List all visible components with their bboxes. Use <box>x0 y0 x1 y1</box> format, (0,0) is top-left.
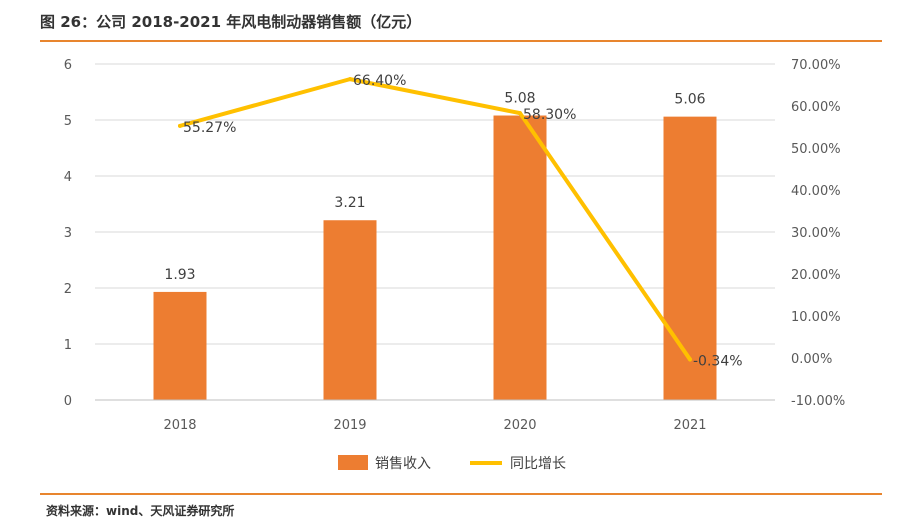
growth-line <box>178 77 692 362</box>
right-tick-label: 10.00% <box>791 310 841 325</box>
right-tick-label: 50.00% <box>791 142 841 157</box>
bar-value-label: 5.08 <box>504 91 535 107</box>
growth-point-2020 <box>518 111 522 116</box>
left-tick-label: 4 <box>64 170 72 185</box>
bar-2018 <box>153 291 207 400</box>
growth-value-label: 58.30% <box>523 107 576 123</box>
legend-line-label: 同比增长 <box>510 456 566 472</box>
left-tick-label: 3 <box>64 226 72 241</box>
bar-value-label: 5.06 <box>674 92 705 108</box>
left-tick-label: 1 <box>64 338 72 353</box>
x-tick-label: 2018 <box>163 418 196 433</box>
growth-value-label: -0.34% <box>693 353 743 369</box>
right-tick-label: -10.00% <box>791 394 845 409</box>
bar-2021 <box>663 116 717 400</box>
right-tick-label: 20.00% <box>791 268 841 283</box>
left-tick-label: 2 <box>64 282 72 297</box>
chart-title: 图 26：公司 2018-2021 年风电制动器销售额（亿元） <box>40 13 422 31</box>
growth-value-label: 66.40% <box>353 73 406 89</box>
bar-value-label: 3.21 <box>334 195 365 211</box>
right-axis: -10.00% 0.00% 10.00% 20.00% 30.00% 40.00% 50.0… <box>791 58 845 409</box>
right-tick-label: 60.00% <box>791 100 841 115</box>
left-axis: 0 1 2 3 4 5 6 <box>64 58 72 409</box>
legend-bar-label: 销售收入 <box>375 456 431 472</box>
growth-point-2021 <box>688 357 692 362</box>
footer-rule <box>40 493 882 495</box>
bars <box>153 115 717 401</box>
x-tick-label: 2020 <box>503 418 536 433</box>
left-tick-label: 0 <box>64 394 72 409</box>
x-axis: 2018 2019 2020 2021 <box>95 399 775 433</box>
growth-point-2018 <box>178 123 182 128</box>
legend: 销售收入 同比增长 <box>338 455 566 472</box>
bar-value-label: 1.93 <box>164 267 195 283</box>
legend-bar-swatch <box>338 455 368 470</box>
source-note: 资料来源：wind、天风证券研究所 <box>46 504 235 518</box>
right-tick-label: 40.00% <box>791 184 841 199</box>
x-tick-label: 2019 <box>333 418 366 433</box>
x-tick-label: 2021 <box>673 418 706 433</box>
right-tick-label: 70.00% <box>791 58 841 73</box>
right-tick-label: 0.00% <box>791 352 832 367</box>
bar-2019 <box>323 220 377 400</box>
growth-polyline <box>178 77 692 362</box>
growth-value-label: 55.27% <box>183 120 236 136</box>
left-tick-label: 5 <box>64 114 72 129</box>
title-rule <box>40 40 882 42</box>
left-tick-label: 6 <box>64 58 72 73</box>
data-labels: 1.93 3.21 5.08 5.06 55.27% 66.40% 58.30% -0.34% <box>164 73 742 369</box>
right-tick-label: 30.00% <box>791 226 841 241</box>
bar-2020 <box>493 115 547 401</box>
growth-point-2019 <box>348 77 352 82</box>
